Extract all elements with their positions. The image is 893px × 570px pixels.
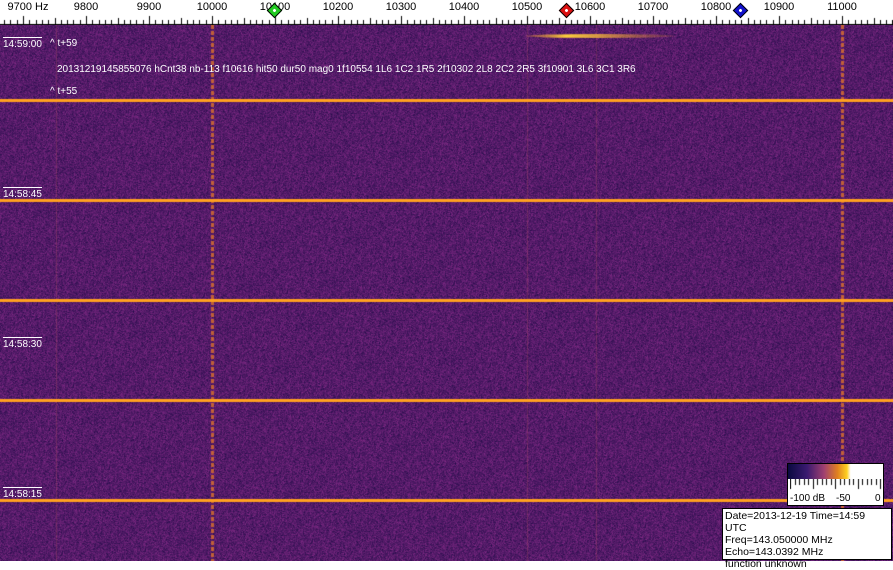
scale-max-label: 0	[875, 493, 881, 504]
color-scale: -100 dB -50 0	[787, 463, 884, 506]
freq-label: 10500	[511, 1, 543, 13]
freq-label: 10400	[448, 1, 480, 13]
waterfall-spectrogram[interactable]	[0, 25, 893, 561]
freq-label: 11000	[827, 1, 857, 13]
freq-label: 9900	[136, 1, 162, 13]
function-status: function unknown	[725, 558, 807, 570]
date-time: Date=2013-12-19 Time=14:59 UTC	[725, 510, 866, 534]
freq-label: 10700	[637, 1, 669, 13]
color-gradient	[788, 464, 883, 479]
time-label: 14:58:45	[3, 187, 42, 200]
scale-min-label: -100 dB	[790, 493, 826, 504]
freq-label: 10300	[385, 1, 417, 13]
time-label: 14:58:15	[3, 487, 42, 500]
scale-mid-label: -50	[836, 493, 851, 504]
freq-label: 9800	[73, 1, 99, 13]
freq-label: 10200	[322, 1, 354, 13]
info-box: Date=2013-12-19 Time=14:59 UTC Freq=143.…	[722, 508, 892, 570]
scale-ticks	[790, 479, 882, 491]
ruler-ticks	[0, 0, 893, 25]
time-label: 14:58:30	[3, 337, 42, 350]
frequency: Freq=143.050000 MHz	[725, 534, 833, 546]
frequency-ruler[interactable]: 9700 Hz 9800 9900 10000 10100 10200 1030…	[0, 0, 893, 25]
freq-label: 10900	[763, 1, 795, 13]
echo-frequency: Echo=143.0392 MHz	[725, 546, 824, 558]
freq-label: 10800	[700, 1, 732, 13]
freq-label: 10600	[574, 1, 606, 13]
freq-label: 10000	[196, 1, 228, 13]
freq-label: 9700 Hz	[7, 1, 49, 13]
annotation-top: ^ t+59	[50, 38, 78, 49]
time-label: 14:59:00	[3, 37, 42, 50]
annotation-bottom: ^ t+55	[50, 86, 78, 97]
detection-text: 20131219145855076 hCnt38 nb-113 f10616 h…	[57, 64, 636, 75]
